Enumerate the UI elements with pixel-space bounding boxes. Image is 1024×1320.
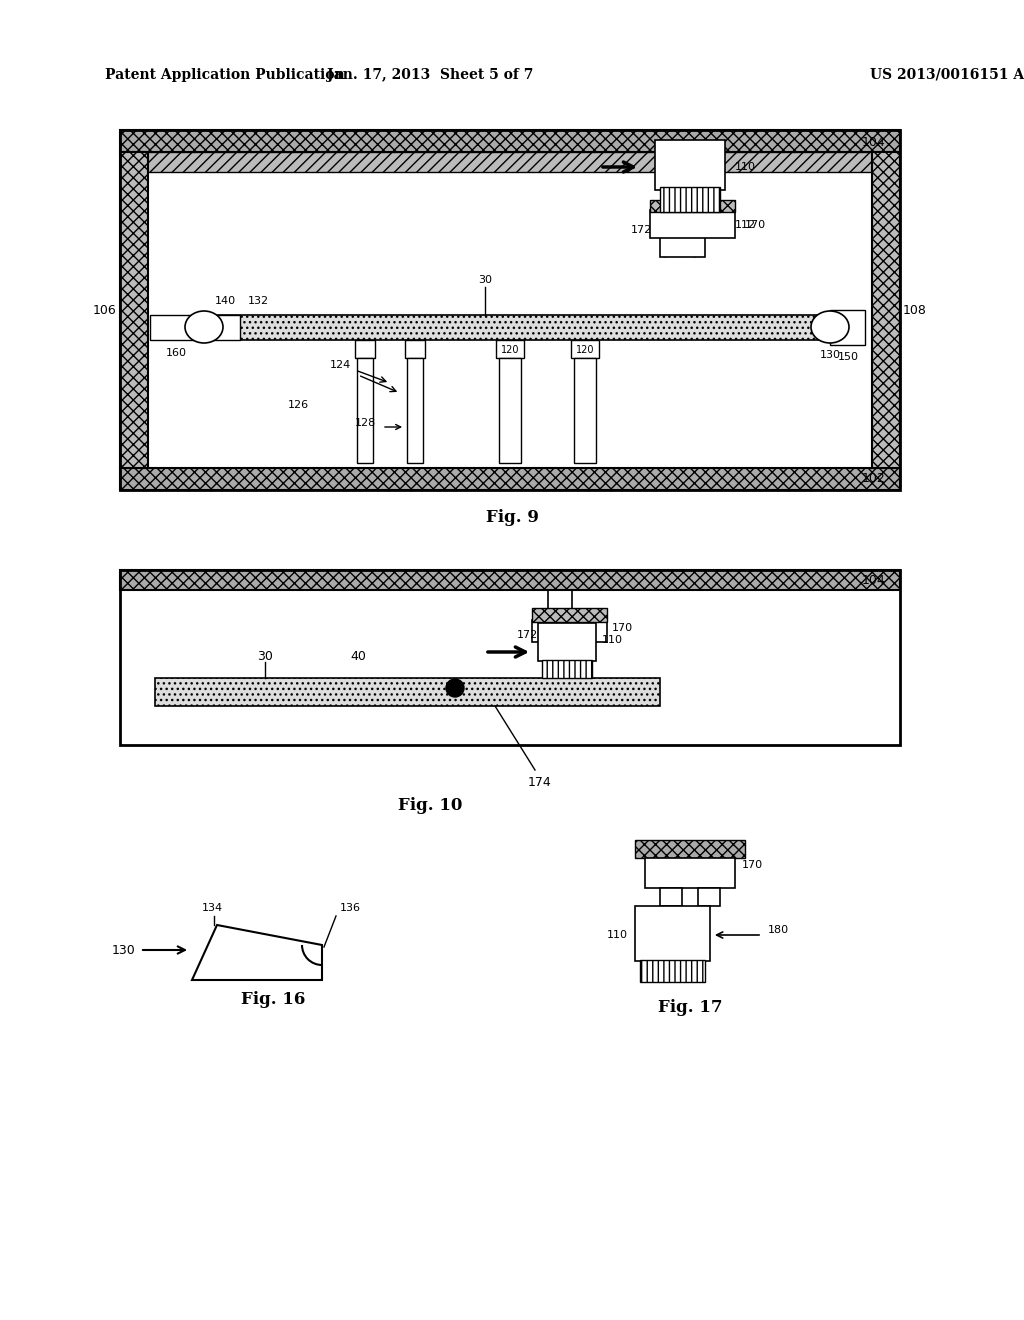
- Bar: [640, 960, 705, 982]
- Text: Fig. 16: Fig. 16: [241, 991, 305, 1008]
- Bar: [645, 858, 735, 888]
- Bar: [210, 315, 240, 341]
- Text: Fig. 9: Fig. 9: [485, 510, 539, 527]
- Bar: [660, 888, 682, 906]
- Text: 174: 174: [528, 776, 552, 789]
- Bar: [542, 660, 592, 678]
- Text: 110: 110: [602, 635, 623, 645]
- Bar: [122, 152, 898, 172]
- Text: Patent Application Publication: Patent Application Publication: [105, 69, 345, 82]
- Text: 170: 170: [745, 220, 766, 230]
- Text: 102: 102: [861, 473, 885, 486]
- Bar: [407, 358, 423, 463]
- Bar: [635, 840, 745, 858]
- Text: 104: 104: [861, 573, 885, 586]
- Bar: [698, 888, 720, 906]
- Text: 160: 160: [166, 348, 186, 358]
- Text: 30: 30: [478, 275, 492, 285]
- Bar: [660, 235, 705, 257]
- Bar: [120, 570, 900, 744]
- Bar: [120, 469, 900, 490]
- Bar: [357, 358, 373, 463]
- Bar: [218, 315, 827, 341]
- Bar: [499, 358, 521, 463]
- Text: 170: 170: [742, 861, 763, 870]
- Bar: [872, 152, 900, 469]
- Text: 172: 172: [517, 630, 538, 640]
- Bar: [120, 129, 900, 490]
- Bar: [650, 210, 735, 238]
- Bar: [532, 620, 607, 642]
- Circle shape: [446, 678, 464, 697]
- Text: 120: 120: [575, 345, 594, 355]
- Text: 128: 128: [354, 418, 376, 428]
- Bar: [635, 906, 710, 961]
- Text: 130: 130: [112, 944, 135, 957]
- Bar: [120, 152, 148, 469]
- Bar: [120, 129, 900, 152]
- Ellipse shape: [185, 312, 223, 343]
- Text: 126: 126: [288, 400, 308, 411]
- Text: 150: 150: [838, 352, 858, 362]
- Text: Fig. 10: Fig. 10: [397, 796, 462, 813]
- Bar: [538, 623, 596, 661]
- Text: 134: 134: [202, 903, 222, 913]
- Text: Fig. 17: Fig. 17: [657, 999, 722, 1016]
- Bar: [830, 310, 865, 345]
- Text: 106: 106: [93, 304, 117, 317]
- Polygon shape: [193, 925, 322, 979]
- Bar: [542, 640, 582, 657]
- Text: 170: 170: [612, 623, 633, 634]
- Text: 140: 140: [214, 296, 236, 306]
- Bar: [571, 341, 599, 358]
- Text: 108: 108: [903, 304, 927, 317]
- Bar: [355, 341, 375, 358]
- Text: 132: 132: [248, 296, 268, 306]
- Text: 104: 104: [861, 136, 885, 149]
- Text: Jan. 17, 2013  Sheet 5 of 7: Jan. 17, 2013 Sheet 5 of 7: [327, 69, 534, 82]
- Bar: [155, 678, 660, 706]
- Bar: [406, 341, 425, 358]
- Text: US 2013/0016151 A1: US 2013/0016151 A1: [870, 69, 1024, 82]
- Text: 180: 180: [768, 925, 790, 935]
- Bar: [496, 341, 524, 358]
- Text: 120: 120: [501, 345, 519, 355]
- Text: 40: 40: [350, 649, 366, 663]
- Bar: [532, 609, 607, 622]
- Bar: [120, 570, 900, 590]
- Bar: [655, 140, 725, 190]
- Text: 172: 172: [631, 224, 652, 235]
- Bar: [660, 187, 720, 213]
- Bar: [150, 315, 202, 341]
- Text: 136: 136: [340, 903, 361, 913]
- Text: 112: 112: [735, 220, 756, 230]
- Ellipse shape: [811, 312, 849, 343]
- Text: 110: 110: [607, 931, 628, 940]
- Text: 110: 110: [735, 162, 756, 172]
- Bar: [650, 201, 735, 213]
- Text: 130: 130: [819, 350, 841, 360]
- Bar: [574, 358, 596, 463]
- Text: 30: 30: [257, 649, 273, 663]
- Text: 124: 124: [330, 360, 350, 370]
